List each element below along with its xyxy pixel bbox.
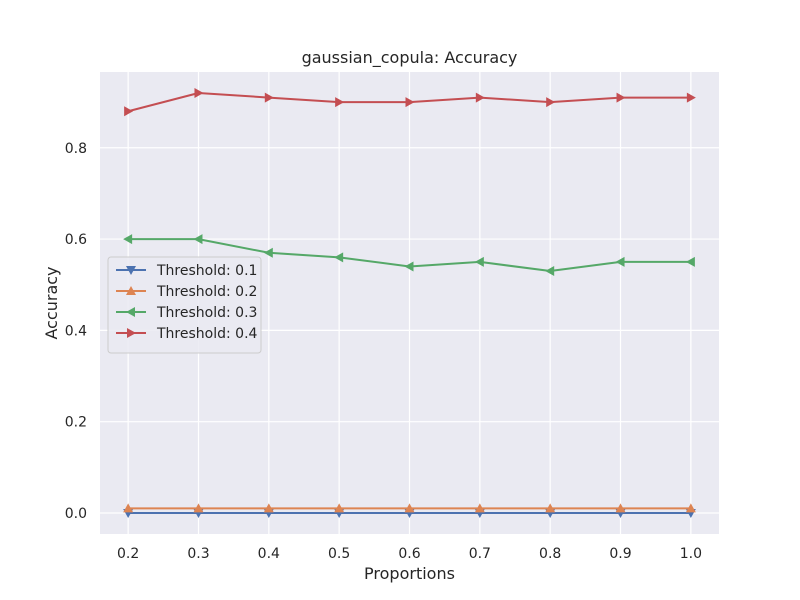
series-group bbox=[124, 88, 696, 117]
y-axis-label: Accuracy bbox=[42, 266, 61, 339]
series-group bbox=[123, 503, 696, 513]
data-point bbox=[546, 97, 556, 108]
data-point bbox=[545, 266, 555, 277]
y-tick-label: 0.8 bbox=[65, 141, 87, 157]
x-axis-label: Proportions bbox=[364, 564, 455, 583]
x-tick-label: 0.3 bbox=[187, 546, 209, 562]
legend-label: Threshold: 0.4 bbox=[156, 326, 258, 342]
x-axis-ticks: 0.2 0.3 0.4 0.5 0.6 0.7 0.8 0.9 1.0 bbox=[117, 546, 702, 562]
data-point bbox=[615, 503, 626, 513]
x-tick-label: 0.8 bbox=[539, 546, 561, 562]
y-tick-label: 0.4 bbox=[65, 323, 87, 339]
series-layer bbox=[123, 88, 696, 518]
legend-label: Threshold: 0.1 bbox=[156, 263, 257, 279]
data-point bbox=[123, 503, 134, 513]
data-point bbox=[404, 261, 414, 272]
legend-entry: Threshold: 0.4 bbox=[116, 326, 258, 342]
data-point bbox=[263, 503, 274, 513]
data-point bbox=[334, 503, 345, 513]
y-tick-label: 0.6 bbox=[65, 232, 87, 248]
data-point bbox=[475, 92, 485, 103]
data-point bbox=[193, 234, 203, 245]
data-point bbox=[124, 106, 134, 117]
data-point bbox=[404, 503, 415, 513]
data-point bbox=[335, 97, 345, 108]
legend-label: Threshold: 0.2 bbox=[156, 284, 257, 300]
data-point bbox=[616, 92, 626, 103]
x-tick-label: 0.7 bbox=[469, 546, 491, 562]
legend-marker bbox=[126, 266, 136, 275]
legend-entry: Threshold: 0.2 bbox=[116, 284, 257, 300]
data-point bbox=[264, 92, 274, 103]
legend-marker bbox=[126, 286, 136, 295]
series-group bbox=[123, 234, 695, 277]
data-point bbox=[685, 503, 696, 513]
x-tick-label: 1.0 bbox=[680, 546, 702, 562]
legend-marker bbox=[126, 307, 135, 317]
data-point bbox=[334, 252, 344, 263]
legend-label: Threshold: 0.3 bbox=[156, 305, 257, 321]
x-tick-label: 0.4 bbox=[258, 546, 280, 562]
chart-title: gaussian_copula: Accuracy bbox=[302, 48, 518, 68]
data-point bbox=[685, 256, 695, 267]
y-axis-ticks: 0.0 0.2 0.4 0.6 0.8 bbox=[65, 141, 87, 522]
x-tick-label: 0.6 bbox=[398, 546, 420, 562]
data-point bbox=[686, 92, 696, 103]
data-point bbox=[545, 503, 556, 513]
legend-frame bbox=[107, 256, 262, 354]
data-point bbox=[193, 503, 204, 513]
data-point bbox=[474, 256, 484, 267]
data-point bbox=[263, 247, 273, 258]
x-tick-label: 0.5 bbox=[328, 546, 350, 562]
data-point bbox=[405, 97, 415, 108]
legend-entry: Threshold: 0.1 bbox=[116, 263, 257, 279]
data-point bbox=[615, 256, 625, 267]
data-point bbox=[123, 234, 133, 245]
y-tick-label: 0.0 bbox=[65, 506, 87, 522]
legend-entry: Threshold: 0.3 bbox=[116, 305, 257, 321]
x-tick-label: 0.9 bbox=[609, 546, 631, 562]
x-tick-label: 0.2 bbox=[117, 546, 139, 562]
data-point bbox=[474, 503, 485, 513]
data-point bbox=[194, 88, 204, 98]
legend-marker bbox=[127, 328, 136, 338]
y-tick-label: 0.2 bbox=[65, 415, 87, 431]
legend: Threshold: 0.1 Threshold: 0.2 Threshold: 0… bbox=[107, 256, 262, 354]
